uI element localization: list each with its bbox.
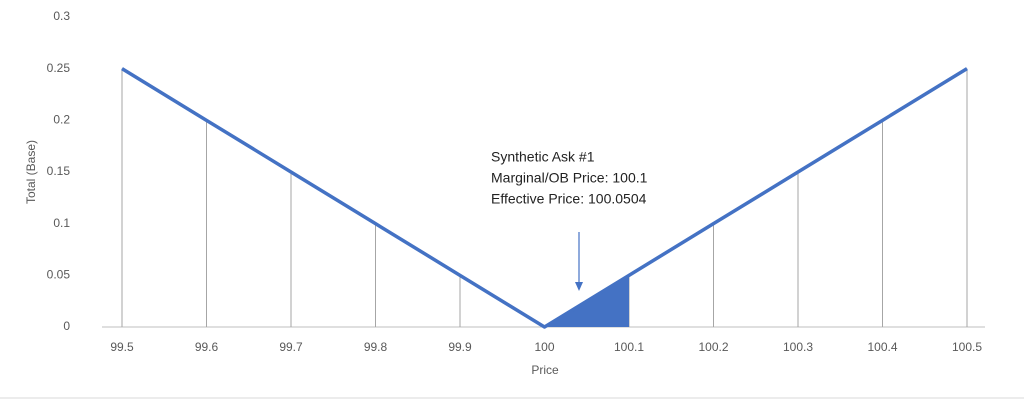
x-tick-label: 100.1 bbox=[614, 340, 644, 354]
annotation-line: Marginal/OB Price: 100.1 bbox=[491, 170, 648, 186]
annotation-line: Synthetic Ask #1 bbox=[491, 149, 595, 165]
y-tick-label: 0.05 bbox=[47, 268, 71, 282]
y-axis-label: Total (Base) bbox=[24, 140, 38, 204]
line bbox=[121, 67, 968, 329]
x-axis-label: Price bbox=[531, 363, 559, 377]
x-tick-label: 100.5 bbox=[952, 340, 982, 354]
annotation-arrowhead bbox=[575, 282, 583, 291]
x-tick-label: 99.5 bbox=[110, 340, 134, 354]
x-tick-label: 99.9 bbox=[448, 340, 472, 354]
y-tick-label: 0.25 bbox=[47, 61, 71, 75]
y-tick-label: 0.15 bbox=[47, 164, 71, 178]
x-tick-label: 99.7 bbox=[279, 340, 303, 354]
y-tick-label: 0.3 bbox=[53, 9, 70, 23]
y-tick-label: 0 bbox=[63, 319, 70, 333]
annotation-line: Effective Price: 100.0504 bbox=[491, 191, 647, 207]
x-tick-label: 100.4 bbox=[867, 340, 897, 354]
y-tick-label: 0.2 bbox=[53, 113, 70, 127]
x-tick-label: 99.6 bbox=[195, 340, 219, 354]
x-tick-label: 99.8 bbox=[364, 340, 388, 354]
x-tick-label: 100.2 bbox=[698, 340, 728, 354]
x-tick-label: 100.3 bbox=[783, 340, 813, 354]
y-tick-label: 0.1 bbox=[53, 216, 70, 230]
x-tick-label: 100 bbox=[534, 340, 554, 354]
